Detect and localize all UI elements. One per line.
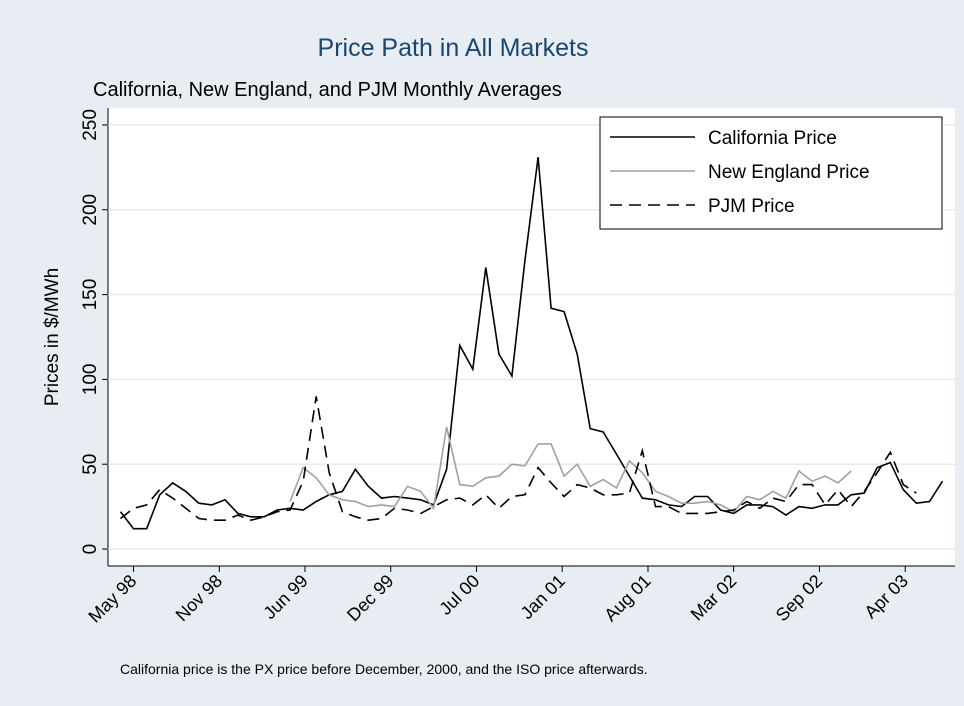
legend-label: California Price — [708, 128, 837, 149]
series-line — [289, 426, 852, 513]
legend-box — [599, 116, 943, 230]
y-tick-label: 100 — [80, 364, 101, 396]
y-axis-label: Prices in $/MWh — [42, 268, 63, 406]
series-line — [120, 396, 917, 522]
y-tick-label: 0 — [80, 544, 101, 555]
chart-title: Price Path in All Markets — [318, 34, 589, 62]
chart-subtitle: California, New England, and PJM Monthly… — [93, 79, 562, 101]
note: California price is the PX price before … — [120, 661, 648, 677]
series-line — [119, 157, 944, 530]
y-tick-label: 50 — [80, 454, 101, 475]
y-tick-label: 250 — [80, 109, 101, 141]
legend-label: New England Price — [708, 162, 870, 183]
legend-label: PJM Price — [708, 196, 795, 217]
y-tick-label: 200 — [80, 194, 101, 226]
y-tick-label: 150 — [80, 279, 101, 311]
